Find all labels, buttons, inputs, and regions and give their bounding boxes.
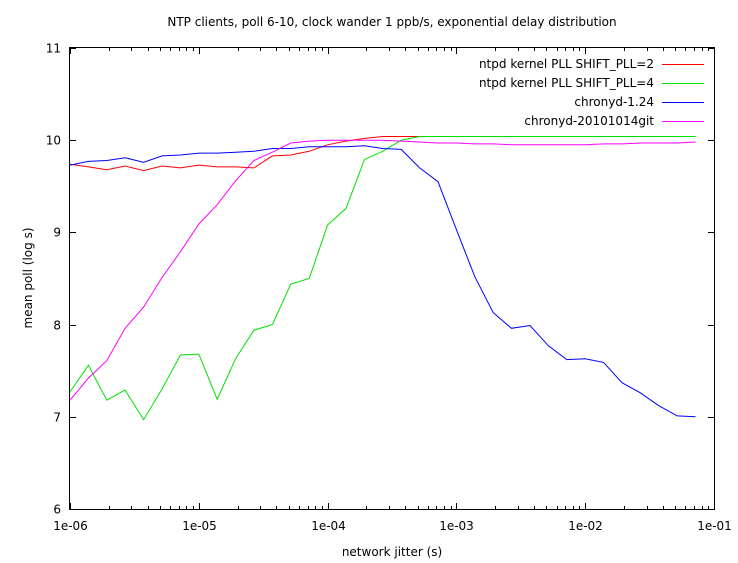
plot-border	[69, 47, 715, 510]
y-tick-label: 8	[53, 319, 61, 333]
legend-label-1: ntpd kernel PLL SHIFT_PLL=2	[479, 57, 654, 71]
legend-label-2: ntpd kernel PLL SHIFT_PLL=4	[479, 76, 654, 90]
series-line-4	[69, 139, 696, 401]
x-tick-label: 1e-03	[439, 519, 474, 533]
x-tick-label: 1e-05	[182, 519, 217, 533]
y-tick-label: 7	[53, 411, 61, 425]
y-tick-label: 9	[53, 226, 61, 240]
legend-label-4: chronyd-20101014git	[524, 114, 654, 128]
x-tick-label: 1e-04	[311, 519, 346, 533]
series-line-3	[69, 145, 696, 418]
x-tick-label: 1e-02	[568, 519, 603, 533]
chart-title: NTP clients, poll 6-10, clock wander 1 p…	[167, 15, 616, 29]
axis-ticks: 6 7 8 9 10 11 1e-06 1e-05 1e-04 1e-03 1e-02 1e-01	[46, 42, 732, 534]
series-line-1	[69, 136, 696, 172]
x-axis-label: network jitter (s)	[342, 545, 442, 559]
y-tick-label: 11	[46, 42, 61, 56]
series-line-2	[69, 136, 696, 421]
x-tick-label: 1e-06	[53, 519, 88, 533]
y-axis-label: mean poll (log s)	[21, 227, 35, 328]
y-tick-label: 10	[46, 134, 61, 148]
series-lines	[69, 136, 696, 421]
y-tick-label: 6	[53, 503, 61, 517]
legend-label-3: chronyd-1.24	[574, 95, 654, 109]
x-tick-label: 1e-01	[697, 519, 732, 533]
